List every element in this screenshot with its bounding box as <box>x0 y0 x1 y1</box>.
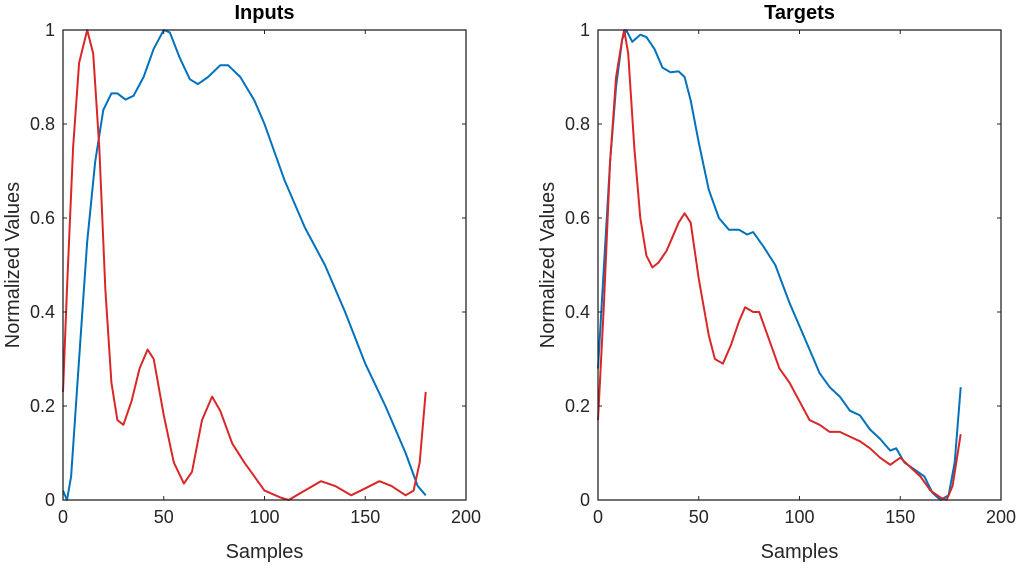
series-line-1 <box>597 29 962 501</box>
x-tick-label: 100 <box>784 507 814 527</box>
y-tick-label: 0.6 <box>30 208 55 228</box>
y-tick-label: 1 <box>580 20 590 40</box>
x-tick-label: 50 <box>689 507 709 527</box>
axes-box <box>597 29 1002 501</box>
x-tick-label: 150 <box>885 507 915 527</box>
axes-box <box>62 29 467 501</box>
y-tick-label: 0.4 <box>30 302 55 322</box>
x-tick-label: 50 <box>154 507 174 527</box>
y-axis-label: Normalized Values <box>537 182 559 348</box>
series-line-2 <box>597 29 962 501</box>
y-tick-label: 0.8 <box>30 114 55 134</box>
y-tick-label: 0.6 <box>565 208 590 228</box>
series-line-2 <box>62 29 427 501</box>
x-tick-label: 150 <box>350 507 380 527</box>
y-tick-label: 0.8 <box>565 114 590 134</box>
y-tick-label: 0 <box>580 490 590 510</box>
subplot-inputs: 0 50 100 150 200 0 0.2 0.4 0.6 0.8 1 Inputs Samples N… <box>2 2 481 563</box>
series-line-1 <box>62 29 427 501</box>
y-tick-label: 0.4 <box>565 302 590 322</box>
x-axis-label: Samples <box>761 541 839 563</box>
y-tick-label: 0.2 <box>565 396 590 416</box>
y-tick-label: 0 <box>45 490 55 510</box>
y-axis-label: Normalized Values <box>2 182 24 348</box>
x-tick-label: 200 <box>986 507 1016 527</box>
chart-title: Inputs <box>235 2 295 24</box>
y-tick-label: 0.2 <box>30 396 55 416</box>
x-tick-label: 0 <box>593 507 603 527</box>
subplot-targets: 0 50 100 150 200 0 0.2 0.4 0.6 0.8 1 Targets Samples… <box>537 2 1016 563</box>
x-tick-label: 0 <box>58 507 68 527</box>
y-tick-label: 1 <box>45 20 55 40</box>
x-tick-label: 200 <box>451 507 481 527</box>
x-axis-label: Samples <box>226 541 304 563</box>
chart-title: Targets <box>764 2 835 24</box>
x-tick-label: 100 <box>249 507 279 527</box>
